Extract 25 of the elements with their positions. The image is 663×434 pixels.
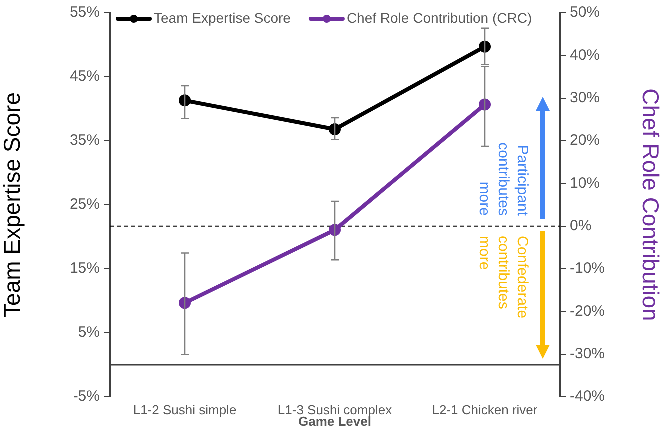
y2-tick-label: -40% (570, 388, 606, 406)
legend-label: Team Expertise Score (154, 10, 292, 26)
y2-tick-label: 20% (570, 132, 600, 150)
y-tick-label: 25% (70, 196, 100, 214)
y-tick-label: 15% (70, 260, 100, 278)
y2-tick-label: 40% (570, 46, 600, 64)
y-tick-label: 35% (70, 132, 100, 150)
legend-label: Chef Role Contribution (CRC) (346, 10, 532, 26)
y-tick-label: -5% (73, 388, 100, 406)
y2-tick-label: 0% (570, 217, 592, 234)
x-tick-label: L1-2 Sushi simple (133, 402, 237, 418)
y2-tick-label: -20% (570, 302, 606, 320)
x-tick-label: L2-1 Chicken river (432, 402, 538, 418)
y-tick-label: 55% (70, 4, 100, 22)
annotation: Participant contributes more (476, 142, 531, 217)
y2-tick-label: -10% (570, 260, 606, 278)
y-axis-title: Team Expertise Score (0, 92, 26, 318)
y2-axis-title: Chef Role Contribution (638, 88, 663, 322)
y2-tick-label: 50% (570, 4, 600, 22)
y-tick-label: 5% (78, 324, 100, 342)
y2-tick-label: 10% (570, 174, 600, 192)
y-tick-label: 45% (70, 68, 100, 86)
y2-tick-label: 30% (570, 89, 600, 106)
y2-tick-label: -30% (570, 345, 606, 362)
annotation: Confederate contributes more (476, 236, 531, 319)
